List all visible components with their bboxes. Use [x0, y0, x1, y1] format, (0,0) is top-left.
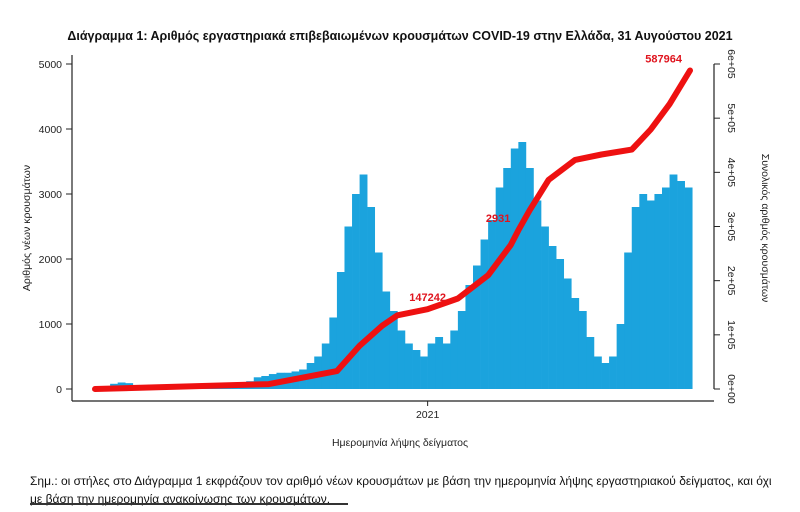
y-tick-label: 2000 [39, 254, 63, 266]
y2-tick-label: 1e+05 [725, 320, 737, 350]
bar [601, 363, 610, 389]
bar [563, 278, 572, 389]
bar [367, 207, 376, 389]
y2-tick-label: 6e+05 [725, 49, 737, 79]
y2-tick-label: 5e+05 [725, 103, 737, 133]
bar [624, 252, 633, 389]
bar [374, 252, 383, 389]
cumulative-line [92, 67, 693, 392]
y-tick-label: 1000 [39, 319, 63, 331]
y2-tick-label: 4e+05 [725, 158, 737, 188]
bar [503, 168, 512, 389]
bar [420, 356, 428, 389]
bar [669, 174, 678, 389]
bar [548, 246, 557, 389]
footnote-line-2: με βάση την ημερομηνία ανακοίνωσης των κ… [30, 492, 331, 506]
axes-group: 0 1000 2000 3000 4000 5000 0e+00 1e+05 2e+05 3e+0… [39, 49, 737, 421]
bar [518, 142, 527, 389]
footnote-underline [30, 503, 348, 505]
annotation-label: 147242 [409, 292, 446, 304]
y2-tick-label: 3e+05 [725, 212, 737, 242]
y-axis-label: Αριθμός νέων κρουσμάτων [21, 165, 33, 291]
bar [435, 337, 444, 389]
x-tick-label: 2021 [416, 409, 440, 421]
bar [397, 330, 406, 389]
bar [631, 207, 640, 389]
bar [662, 187, 670, 389]
bar [616, 324, 625, 389]
bar [427, 343, 436, 389]
bar [556, 259, 565, 389]
bar [336, 272, 345, 389]
bar [541, 226, 549, 389]
bar [533, 200, 542, 389]
footnote-line-1: Σημ.: οι στήλες στο Διάγραμμα 1 εκφράζου… [30, 474, 772, 488]
bar [654, 194, 663, 389]
bar [525, 168, 534, 389]
bar [389, 311, 398, 389]
x-axis-label: Ημερομηνία λήψης δείγματος [332, 437, 468, 449]
bar [488, 220, 496, 389]
y-tick-label: 3000 [39, 189, 63, 201]
bar [465, 285, 474, 389]
y2-tick-label: 0e+00 [725, 374, 737, 404]
bar [344, 226, 353, 389]
bar [571, 298, 580, 389]
bar [359, 174, 368, 389]
bar [586, 337, 595, 389]
bar [329, 317, 338, 389]
bar [352, 194, 360, 389]
bar [646, 200, 655, 389]
bar [684, 187, 693, 389]
annotation-label: 587964 [645, 54, 683, 66]
footnote: Σημ.: οι στήλες στο Διάγραμμα 1 εκφράζου… [30, 472, 790, 508]
bar [510, 148, 519, 389]
bar [412, 350, 421, 389]
bar [609, 356, 617, 389]
bar [639, 194, 648, 389]
y-tick-label: 4000 [39, 124, 63, 136]
annotation-label: 2931 [486, 213, 510, 225]
y2-axis-label: Συνολικός αριθμός κρουσμάτων [759, 154, 771, 303]
y-tick-label: 5000 [39, 59, 63, 71]
bar [382, 291, 391, 389]
bar [442, 343, 451, 389]
bar [593, 356, 602, 389]
bar [578, 311, 587, 389]
y-tick-label: 0 [56, 384, 62, 396]
bar [473, 265, 481, 389]
bar [450, 330, 459, 389]
y2-tick-label: 2e+05 [725, 266, 737, 296]
bar [321, 343, 330, 389]
bar [457, 311, 466, 389]
bar [495, 187, 504, 389]
bar [677, 181, 685, 389]
chart-title: Διάγραμμα 1: Αριθμός εργαστηριακά επιβεβ… [67, 29, 732, 43]
bar [404, 343, 413, 389]
bar [480, 239, 489, 389]
bars-group [95, 142, 693, 389]
cumulative-line-group: 147242 2931 587964 [92, 54, 693, 392]
